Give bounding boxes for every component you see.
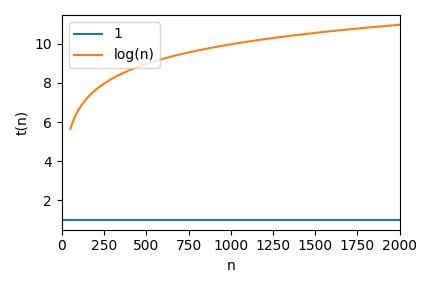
- log(n): [294, 33, 299, 37]
- log(n): [213, 45, 218, 49]
- log(n): [68, 127, 73, 131]
- 1: [208, 218, 213, 222]
- 1: [329, 218, 334, 222]
- Y-axis label: t(n): t(n): [15, 110, 29, 135]
- 1: [291, 218, 296, 222]
- Legend: 1, log(n): 1, log(n): [69, 22, 160, 68]
- 1: [60, 218, 65, 222]
- X-axis label: n: n: [226, 259, 235, 273]
- log(n): [397, 23, 402, 26]
- log(n): [330, 29, 336, 33]
- log(n): [201, 48, 206, 51]
- Line: log(n): log(n): [70, 25, 400, 129]
- 1: [94, 218, 99, 222]
- 1: [323, 218, 328, 222]
- 1: [196, 218, 201, 222]
- 1: [397, 218, 402, 222]
- log(n): [102, 82, 107, 85]
- log(n): [324, 30, 330, 33]
